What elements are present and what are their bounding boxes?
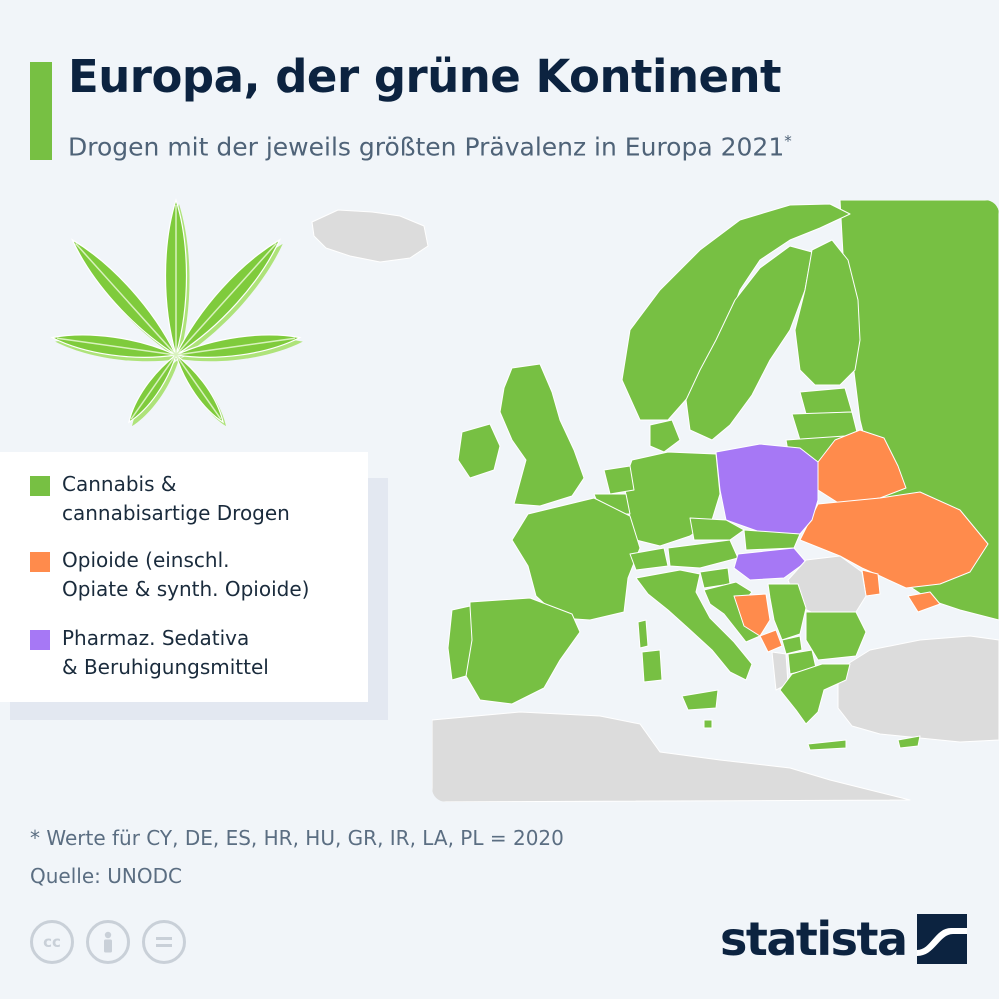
region-corsica (637, 619, 649, 649)
region-denmark (649, 419, 681, 453)
region-north-africa (432, 711, 911, 802)
region-bulgaria (805, 611, 867, 661)
region-crimea (907, 591, 941, 613)
license-icons: cc (30, 920, 186, 964)
region-switzerland (629, 547, 669, 571)
page-title: Europa, der grüne Kontinent (68, 50, 782, 103)
region-austria (667, 539, 739, 569)
region-slovakia (743, 529, 801, 551)
region-france (511, 497, 641, 621)
subtitle-footnote-mark: * (784, 132, 792, 150)
legend-item-cannabis: Cannabis & cannabisartige Drogen (30, 472, 290, 528)
subtitle-text: Drogen mit der jeweils größten Prävalenz… (68, 132, 785, 162)
region-finland (794, 239, 861, 386)
statista-mark-icon (916, 914, 967, 964)
region-spain (465, 597, 581, 705)
source-note: Quelle: UNODC (30, 864, 182, 888)
legend-label-cannabis: Cannabis & cannabisartige Drogen (62, 472, 290, 525)
region-ukraine (799, 491, 989, 589)
legend-label-opioids: Opioide (einschl. Opiate & synth. Opioid… (62, 548, 310, 601)
region-ireland (457, 423, 501, 479)
page-subtitle: Drogen mit der jeweils größten Prävalenz… (68, 132, 792, 161)
region-hungary (733, 547, 807, 581)
region-czechia (689, 517, 745, 541)
person-icon[interactable] (86, 920, 130, 964)
region-bosnia (733, 593, 771, 637)
region-netherlands (603, 465, 635, 495)
region-greece (779, 663, 851, 725)
region-serbia (767, 583, 807, 641)
region-portugal (447, 605, 473, 681)
legend: Cannabis & cannabisartige Drogen Opioide… (0, 452, 368, 702)
footnote: * Werte für CY, DE, ES, HR, HU, GR, IR, … (30, 826, 564, 850)
region-crete (807, 739, 847, 751)
cannabis-leaf-icon (50, 197, 303, 427)
legend-item-sedatives: Pharmaz. Sedativa & Beruhigungsmittel (30, 626, 269, 682)
region-cyprus (897, 735, 921, 749)
region-estonia (799, 387, 853, 415)
region-sardinia (641, 649, 663, 683)
person-glyph (104, 931, 112, 953)
region-iceland (311, 209, 429, 263)
legend-swatch-opioids (30, 552, 50, 572)
region-united-kingdom (499, 363, 585, 507)
region-montenegro (759, 629, 783, 653)
region-turkey (837, 635, 999, 743)
equals-icon[interactable] (142, 920, 186, 964)
region-poland (715, 443, 819, 535)
region-italy (635, 569, 753, 681)
cc-icon[interactable]: cc (30, 920, 74, 964)
brand-name: statista (720, 912, 908, 966)
region-sicily (681, 689, 719, 711)
region-malta (703, 719, 713, 729)
region-belarus (817, 429, 907, 505)
legend-swatch-cannabis (30, 476, 50, 496)
legend-item-opioids: Opioide (einschl. Opiate & synth. Opioid… (30, 548, 309, 604)
legend-swatch-sedatives (30, 630, 50, 650)
legend-label-sedatives: Pharmaz. Sedativa & Beruhigungsmittel (62, 626, 269, 679)
statista-logo[interactable]: statista (720, 912, 967, 966)
map-area (432, 200, 999, 802)
equals-glyph (156, 937, 172, 947)
title-accent-bar (30, 62, 52, 160)
region-kosovo (781, 635, 803, 655)
